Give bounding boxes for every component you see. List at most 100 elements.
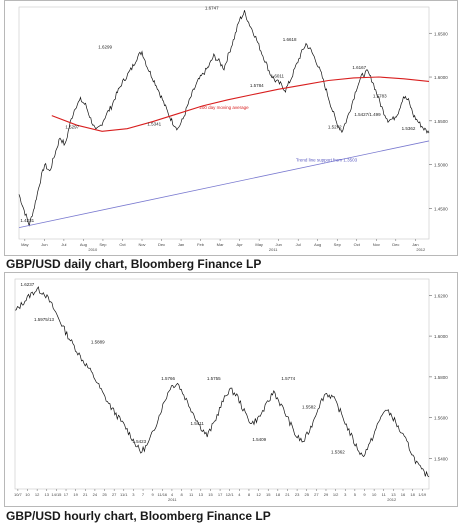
x-tick-label: 11 — [189, 492, 194, 497]
x-tick-label: 17 — [64, 492, 69, 497]
x-tick-label: 25 — [102, 492, 107, 497]
x-tick-label: Dec — [158, 242, 165, 247]
x-year-label: 2011 — [269, 247, 278, 252]
x-tick-label: Apr — [237, 242, 244, 247]
daily-chart: 1.4500 1.5000 1.5500 1.6000 1.6500 May Jun Jul A… — [18, 5, 448, 252]
annotation-label: 1.5582 — [302, 405, 316, 410]
annotation-label: 1.5975/13 — [34, 317, 55, 322]
y-tick-label: 1.5400 — [434, 456, 448, 461]
annotation-label: 1.5889 — [91, 339, 105, 344]
x-tick-label: Sep — [99, 242, 107, 247]
annotation-label: 1.6237 — [21, 282, 35, 287]
x-tick-label: Aug — [80, 242, 87, 247]
x-tick-label: 8 — [180, 492, 183, 497]
y-tick-label: 1.6200 — [434, 293, 448, 298]
x-tick-label: 15 — [266, 492, 271, 497]
x-tick-label: 9 — [152, 492, 155, 497]
moving-average-line — [51, 76, 430, 132]
y-tick-label: 1.5600 — [434, 416, 448, 421]
annotation-label: 1.5427/1.499 — [354, 112, 381, 117]
annotation-label: 1.6011 — [271, 74, 285, 79]
x-tick-label: 29 — [324, 492, 329, 497]
x-tick-label: 4 — [171, 492, 174, 497]
x-tick-label: Jan — [412, 242, 418, 247]
y-tick-label: 1.6000 — [434, 75, 448, 80]
annotation-label: 200 day moving average — [199, 105, 249, 110]
x-year-label: 2010 — [88, 247, 98, 252]
daily-chart-panel: 1.4500 1.5000 1.5500 1.6000 1.6500 May Jun Jul A… — [4, 0, 458, 256]
annotation-label: 1.5783 — [373, 94, 387, 99]
x-tick-label: Jul — [296, 242, 301, 247]
annotation-label: 1.6167 — [352, 65, 366, 70]
x-tick-label: Feb — [197, 242, 205, 247]
x-year-label: 2011 — [168, 497, 177, 502]
x-tick-label: 25 — [304, 492, 309, 497]
annotation-label: 1.5362 — [402, 126, 416, 131]
x-tick-label: 12 — [35, 492, 40, 497]
x-tick-label: 27 — [314, 492, 319, 497]
x-tick-label: 17 — [218, 492, 223, 497]
annotation-label: 1.6299 — [98, 45, 112, 50]
annotation-label: 1.5784 — [250, 83, 264, 88]
x-tick-label: 8 — [248, 492, 251, 497]
x-tick-label: 4 — [238, 492, 241, 497]
annotation-label: 1.6618 — [283, 37, 297, 42]
x-tick-label: Jul — [61, 242, 66, 247]
x-tick-label: 10/7 — [14, 492, 23, 497]
x-tick-label: 11/1 — [120, 492, 128, 497]
x-tick-label: 1/19 — [418, 492, 427, 497]
x-tick-label: 18 — [276, 492, 281, 497]
x-tick-label: 3 — [344, 492, 347, 497]
x-tick-label: 16 — [401, 492, 406, 497]
x-tick-label: 9 — [363, 492, 366, 497]
x-tick-label: Jan — [178, 242, 184, 247]
annotation-label: Trend line support from 1.3503 — [296, 158, 358, 163]
annotation-label: 1.5297 — [65, 124, 79, 129]
plot-area — [18, 6, 430, 240]
x-tick-label: 21 — [285, 492, 290, 497]
x-tick-label: 13 — [199, 492, 204, 497]
x-tick-label: Sep — [334, 242, 342, 247]
x-tick-label: 11/16 — [157, 492, 167, 497]
x-tick-label: Aug — [314, 242, 321, 247]
y-tick-label: 1.6000 — [434, 334, 448, 339]
x-year-label: 2012 — [387, 497, 397, 502]
price-line — [14, 286, 430, 478]
y-tick-label: 1.4500 — [434, 206, 448, 211]
x-tick-label: Dec — [392, 242, 399, 247]
x-tick-label: Oct — [354, 242, 361, 247]
hourly-chart-caption: GBP/USD hourly chart, Bloomberg Finance … — [6, 509, 271, 523]
x-tick-label: 12/1 — [226, 492, 235, 497]
x-tick-label: 11 — [382, 492, 387, 497]
x-tick-label: 14/15 — [51, 492, 62, 497]
x-tick-label: 1/2 — [333, 492, 339, 497]
x-tick-label: Oct — [119, 242, 126, 247]
x-tick-label: 23 — [295, 492, 300, 497]
annotation-label: 1.5272 — [328, 124, 342, 129]
annotation-label: 1.4231 — [20, 218, 34, 223]
x-tick-label: 27 — [112, 492, 117, 497]
x-tick-label: 13 — [391, 492, 396, 497]
annotation-label: 1.5755 — [207, 376, 221, 381]
y-tick-label: 1.5800 — [434, 375, 448, 380]
x-tick-label: May — [255, 242, 263, 247]
x-tick-label: 3 — [132, 492, 135, 497]
x-tick-label: 18 — [410, 492, 415, 497]
x-tick-label: Mar — [217, 242, 225, 247]
hourly-chart-panel: 1.5400 1.5600 1.5800 1.6000 1.6200 10/7 10 12 13… — [4, 272, 458, 507]
y-tick-label: 1.5000 — [434, 163, 448, 168]
annotation-label: 1.5409 — [252, 437, 266, 442]
annotation-label: 1.5411 — [190, 421, 204, 426]
annotation-label: 1.5362 — [331, 449, 345, 454]
annotation-label: 1.5774 — [281, 376, 295, 381]
x-tick-label: 24 — [93, 492, 98, 497]
x-tick-label: 5 — [354, 492, 357, 497]
x-tick-label: 19 — [73, 492, 78, 497]
price-line — [18, 10, 430, 227]
x-tick-label: Nov — [373, 242, 380, 247]
x-tick-label: 13 — [45, 492, 50, 497]
x-tick-label: Nov — [138, 242, 145, 247]
annotation-label: 1.5341 — [147, 122, 161, 127]
x-tick-label: May — [21, 242, 29, 247]
